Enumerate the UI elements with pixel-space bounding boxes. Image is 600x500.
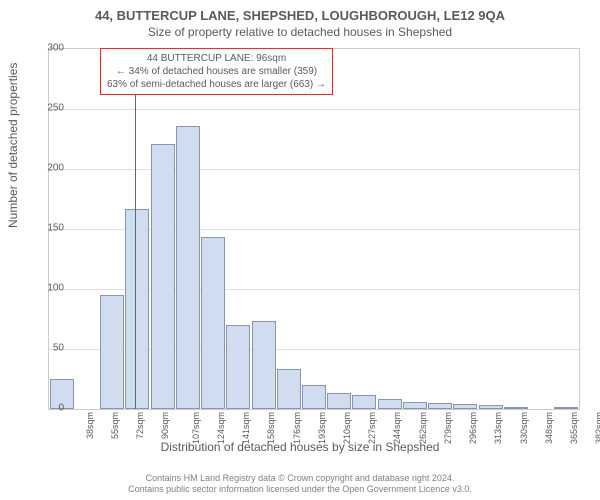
histogram-bar [226,325,250,409]
histogram-bar [479,405,503,409]
x-tick-label: 72sqm [135,412,145,439]
grid-line [49,169,579,170]
x-tick-label: 296sqm [468,412,478,444]
x-tick-label: 262sqm [418,412,428,444]
histogram-bar [453,404,477,409]
histogram-bar [504,407,528,409]
y-axis-label: Number of detached properties [6,63,20,228]
annotation-box: 44 BUTTERCUP LANE: 96sqm ← 34% of detach… [100,48,333,95]
plot-area [48,48,580,410]
x-tick-label: 38sqm [85,412,95,439]
histogram-bar [176,126,200,409]
x-tick-label: 124sqm [216,412,226,444]
histogram-bar [125,209,149,409]
histogram-bar [151,144,175,409]
y-tick-label: 100 [34,283,64,294]
histogram-bar [252,321,276,409]
x-tick-label: 193sqm [317,412,327,444]
y-tick-label: 300 [34,43,64,54]
histogram-bar [554,407,578,409]
footer: Contains HM Land Registry data © Crown c… [0,473,600,496]
chart-title: 44, BUTTERCUP LANE, SHEPSHED, LOUGHBOROU… [0,0,600,23]
x-tick-label: 55sqm [110,412,120,439]
x-tick-label: 365sqm [569,412,579,444]
x-tick-label: 210sqm [342,412,352,444]
y-tick-label: 150 [34,223,64,234]
x-tick-label: 330sqm [519,412,529,444]
histogram-bar [352,395,376,409]
x-tick-label: 176sqm [292,412,302,444]
chart-container: 44, BUTTERCUP LANE, SHEPSHED, LOUGHBOROU… [0,0,600,500]
grid-line [49,109,579,110]
x-tick-label: 382sqm [594,412,600,444]
x-tick-label: 244sqm [393,412,403,444]
annotation-line: 44 BUTTERCUP LANE: 96sqm [107,52,326,65]
annotation-line: 63% of semi-detached houses are larger (… [107,78,326,91]
y-tick-label: 0 [34,403,64,414]
histogram-bar [428,403,452,409]
chart-subtitle: Size of property relative to detached ho… [0,23,600,39]
y-tick-label: 50 [34,343,64,354]
histogram-bar [201,237,225,409]
x-tick-label: 141sqm [241,412,251,444]
histogram-bar [403,402,427,409]
footer-line: Contains public sector information licen… [0,484,600,496]
footer-line: Contains HM Land Registry data © Crown c… [0,473,600,485]
histogram-bar [100,295,124,409]
x-tick-label: 313sqm [493,412,503,444]
histogram-bar [378,399,402,409]
annotation-line: ← 34% of detached houses are smaller (35… [107,65,326,78]
y-tick-label: 200 [34,163,64,174]
x-tick-label: 158sqm [266,412,276,444]
reference-line [135,49,136,409]
y-tick-label: 250 [34,103,64,114]
histogram-bar [302,385,326,409]
x-tick-label: 348sqm [544,412,554,444]
histogram-bar [327,393,351,409]
x-tick-label: 279sqm [443,412,453,444]
x-tick-label: 227sqm [367,412,377,444]
x-tick-label: 90sqm [160,412,170,439]
x-tick-label: 107sqm [191,412,201,444]
histogram-bar [277,369,301,409]
